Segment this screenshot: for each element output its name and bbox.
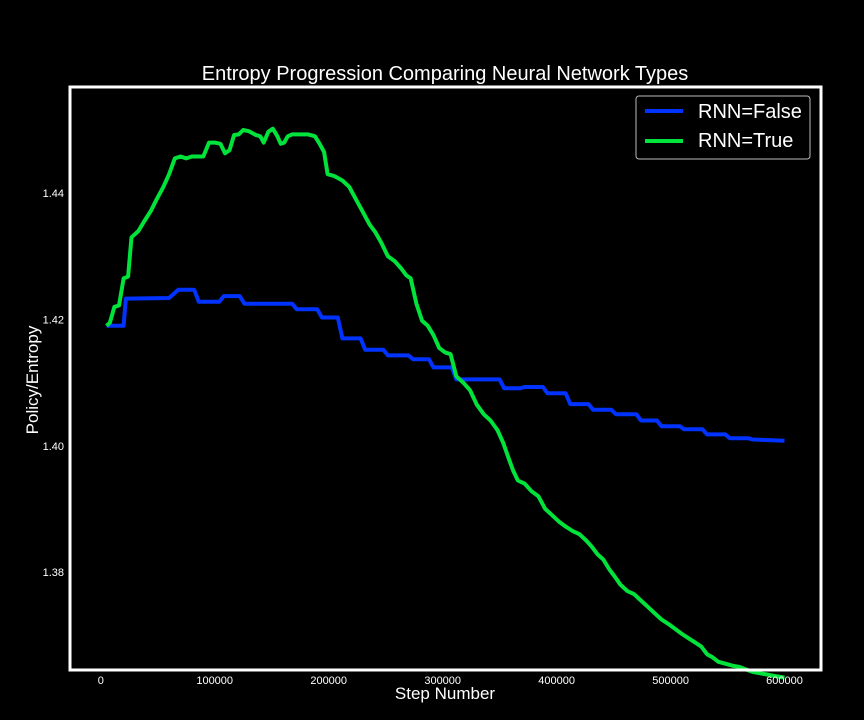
y-axis-ticks: 1.38 1.40 1.42 1.44 bbox=[43, 188, 64, 579]
legend-label-rnn-true: RNN=True bbox=[698, 130, 793, 152]
x-tick-label: 500000 bbox=[652, 675, 689, 687]
y-tick-label: 1.44 bbox=[43, 188, 64, 200]
y-axis-label: Policy/Entropy bbox=[23, 325, 42, 434]
x-axis-label: Step Number bbox=[395, 684, 495, 703]
x-tick-label: 0 bbox=[98, 675, 104, 687]
plot-frame bbox=[68, 85, 823, 672]
x-tick-label: 300000 bbox=[424, 675, 461, 687]
x-axis-ticks: 0 100000 200000 300000 400000 500000 600000 bbox=[98, 675, 803, 687]
legend-label-rnn-false: RNN=False bbox=[698, 101, 802, 123]
legend: RNN=False RNN=True bbox=[635, 95, 811, 160]
series-line-rnn-true bbox=[105, 126, 785, 680]
y-tick-label: 1.42 bbox=[43, 314, 64, 326]
series-layer bbox=[105, 126, 785, 680]
y-tick-label: 1.40 bbox=[43, 441, 64, 453]
chart-title: Entropy Progression Comparing Neural Net… bbox=[202, 63, 689, 85]
x-tick-label: 100000 bbox=[196, 675, 233, 687]
x-tick-label: 600000 bbox=[766, 675, 803, 687]
y-tick-label: 1.38 bbox=[43, 567, 64, 579]
x-tick-label: 400000 bbox=[538, 675, 575, 687]
x-tick-label: 200000 bbox=[310, 675, 347, 687]
